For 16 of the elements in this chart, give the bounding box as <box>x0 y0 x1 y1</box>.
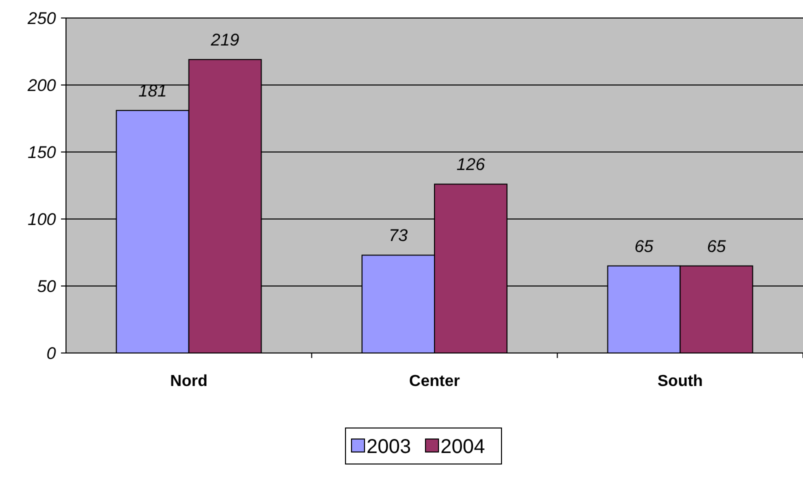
data-label: 219 <box>210 30 240 50</box>
y-tick-label: 250 <box>26 8 57 28</box>
y-tick-label: 200 <box>26 76 57 95</box>
y-tick-label: 100 <box>28 210 57 229</box>
x-tick-label: South <box>658 373 703 390</box>
y-tick-label: 50 <box>37 276 57 296</box>
data-label: 65 <box>706 236 726 256</box>
y-tick-label: 0 <box>46 344 57 363</box>
legend-label: 2003 <box>366 436 411 458</box>
x-tick-label: Nord <box>170 373 208 390</box>
x-tick-label: Center <box>409 373 460 390</box>
data-label: 126 <box>456 155 486 174</box>
y-tick-label: 150 <box>28 142 57 162</box>
data-label: 73 <box>388 226 408 246</box>
data-label: 65 <box>634 236 654 256</box>
legend-label: 2004 <box>440 436 485 458</box>
